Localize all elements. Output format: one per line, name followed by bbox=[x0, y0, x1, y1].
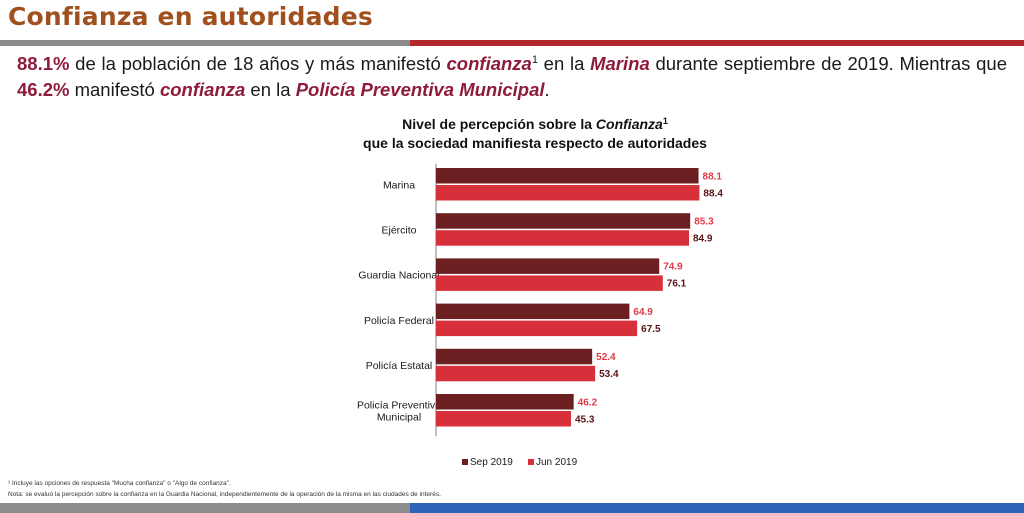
page-title: Confianza en autoridades bbox=[8, 2, 374, 31]
footnote-nota: Nota: se evaluó la percepción sobre la c… bbox=[8, 491, 441, 498]
category-label: Marina bbox=[383, 179, 415, 191]
data-label: 88.4 bbox=[703, 188, 723, 199]
lead-paragraph: 88.1% de la población de 18 años y más m… bbox=[17, 51, 1007, 103]
title-rule-gray bbox=[0, 40, 410, 46]
chart-title-line2: que la sociedad manifiesta respecto de a… bbox=[363, 135, 707, 151]
category-label: Policía Estatal bbox=[366, 360, 433, 372]
bottom-bar bbox=[0, 503, 1024, 513]
bar-jun-2019 bbox=[436, 275, 663, 291]
legend-label: Jun 2019 bbox=[536, 457, 578, 468]
bar-jun-2019 bbox=[436, 230, 690, 246]
chart-title: Nivel de percepción sobre la Confianza1 … bbox=[280, 115, 790, 153]
data-label: 74.9 bbox=[663, 262, 683, 273]
lead-text: . bbox=[544, 79, 550, 100]
legend-label: Sep 2019 bbox=[470, 457, 513, 468]
bar-sep-2019 bbox=[436, 258, 660, 274]
bar-jun-2019 bbox=[436, 411, 571, 427]
data-label: 52.4 bbox=[596, 352, 616, 363]
lead-text: de la población de 18 años y más manifes… bbox=[69, 53, 447, 74]
data-label: 88.1 bbox=[703, 171, 723, 182]
bottom-bar-blue bbox=[410, 503, 1024, 513]
data-label: 45.3 bbox=[575, 414, 595, 425]
data-label: 64.9 bbox=[633, 307, 653, 318]
bar-jun-2019 bbox=[436, 185, 700, 201]
bar-sep-2019 bbox=[436, 213, 691, 229]
bar-jun-2019 bbox=[436, 365, 596, 382]
title-rule-red bbox=[410, 40, 1024, 46]
lead-term-confianza: confianza bbox=[446, 53, 532, 74]
footnote-1: ¹ Incluye las opciones de respuesta "Muc… bbox=[8, 480, 231, 487]
data-label: 85.3 bbox=[694, 216, 714, 227]
category-label: Ejército bbox=[381, 224, 416, 236]
legend-swatch-jun-2019 bbox=[528, 459, 534, 465]
bar-jun-2019 bbox=[436, 320, 638, 337]
data-label: 67.5 bbox=[641, 324, 661, 335]
lead-term-policia-municipal: Policía Preventiva Municipal bbox=[295, 79, 545, 100]
bottom-bar-gray bbox=[0, 503, 410, 513]
chart-title-term: Confianza bbox=[595, 116, 663, 132]
lead-term-marina: Marina bbox=[590, 53, 650, 74]
legend-swatch-sep-2019 bbox=[462, 459, 468, 465]
lead-text: durante septiembre de 2019. Mientras que bbox=[649, 53, 1007, 74]
data-label: 46.2 bbox=[578, 397, 598, 408]
footnotes: ¹ Incluye las opciones de respuesta "Muc… bbox=[8, 478, 441, 500]
lead-text: manifestó bbox=[69, 79, 160, 100]
lead-value-marina: 88.1% bbox=[17, 53, 70, 74]
data-label: 84.9 bbox=[693, 233, 713, 244]
category-label: Municipal bbox=[377, 411, 421, 423]
category-label: Guardia Nacional bbox=[358, 270, 439, 282]
category-label: Policía Preventiva bbox=[357, 399, 441, 411]
chart-title-footnote-marker: 1 bbox=[662, 116, 668, 126]
lead-text: en la bbox=[245, 79, 296, 100]
chart-title-line1: Nivel de percepción sobre la Confianza1 bbox=[402, 116, 668, 132]
bar-sep-2019 bbox=[436, 303, 630, 320]
bar-sep-2019 bbox=[436, 348, 593, 365]
bar-sep-2019 bbox=[436, 394, 574, 410]
data-label: 53.4 bbox=[599, 369, 619, 380]
category-label: Policía Federal bbox=[364, 315, 434, 327]
bar-sep-2019 bbox=[436, 168, 699, 184]
data-label: 76.1 bbox=[667, 279, 687, 290]
lead-term-confianza: confianza bbox=[159, 79, 246, 100]
lead-value-municipal: 46.2% bbox=[17, 79, 70, 100]
lead-text: en la bbox=[537, 53, 591, 74]
footnote-marker: 1 bbox=[531, 54, 538, 66]
